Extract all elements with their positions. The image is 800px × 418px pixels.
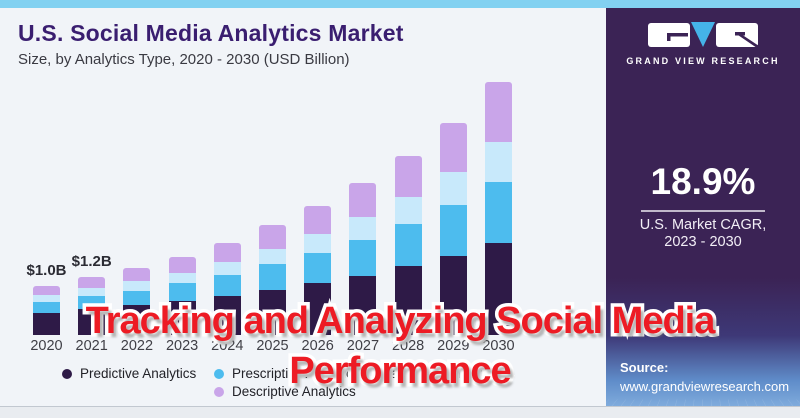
bar-segment	[33, 295, 60, 303]
bar-segment	[213, 242, 241, 262]
bar-segment	[394, 196, 422, 224]
bar-2023	[168, 257, 196, 335]
bar-segment	[349, 217, 377, 240]
bar-segment	[439, 204, 467, 257]
bar-segment	[484, 243, 512, 335]
legend-label: Predictive Analytics	[80, 366, 197, 381]
bar-2026	[304, 205, 332, 335]
bar-value-label-2021: $1.2B	[71, 252, 112, 270]
source-url-link[interactable]: www.grandviewresearch.com	[620, 379, 790, 394]
x-tick-2023: 2023	[165, 338, 199, 354]
bar-segment	[33, 286, 60, 296]
x-tick-2024: 2024	[211, 338, 244, 354]
bar-segment	[349, 239, 377, 276]
bar-segment	[33, 302, 60, 314]
bar-segment	[439, 256, 467, 335]
bar-segment	[78, 308, 106, 335]
legend-item-descriptive: Descriptive Analytics	[214, 384, 356, 399]
legend-dot-prescriptive-icon	[214, 368, 224, 379]
chart-title: U.S. Social Media Analytics Market	[18, 20, 404, 46]
bar-segment	[123, 290, 151, 306]
bar-segment	[168, 283, 196, 301]
legend-label: Descriptive Analytics	[232, 384, 356, 399]
x-tick-2028: 2028	[391, 338, 425, 354]
bar-segment	[33, 313, 60, 335]
chart-panel: U.S. Social Media Analytics Market Size,…	[0, 8, 606, 406]
bar-segment	[394, 223, 422, 267]
bar-2027	[349, 183, 377, 335]
bar-segment	[213, 295, 241, 335]
bar-segment	[258, 289, 286, 335]
top-accent-bar	[0, 0, 800, 8]
bar-segment	[213, 274, 241, 296]
bar-2022	[123, 268, 151, 335]
bar-2028	[394, 155, 422, 335]
x-tick-2029: 2029	[437, 338, 470, 354]
bar-segment	[484, 182, 512, 244]
bar-segment	[304, 252, 332, 283]
x-tick-2021: 2021	[75, 338, 108, 354]
bar-segment	[123, 305, 151, 335]
cagr-label-line1: U.S. Market CAGR,	[639, 217, 767, 233]
bar-2025	[258, 225, 286, 335]
bar-segment	[78, 287, 106, 297]
brand-name: GRAND VIEW RESEARCH	[626, 56, 780, 66]
bar-segment	[123, 281, 151, 291]
bar-segment	[168, 257, 196, 273]
bar-segment	[123, 268, 151, 282]
bar-segment	[439, 123, 467, 173]
bar-segment	[394, 155, 422, 197]
bar-segment	[258, 248, 286, 265]
bar-2029	[439, 123, 467, 335]
source-label: Source:	[620, 360, 669, 375]
x-tick-2020: 2020	[30, 338, 63, 354]
bar-segment	[349, 275, 377, 335]
legend-item-prescriptive: Prescriptive Analytics	[214, 366, 360, 381]
bar-2030	[484, 81, 512, 335]
bar-2021	[78, 276, 106, 335]
bar-segment	[484, 81, 512, 143]
bar-value-label-2020: $1.0B	[26, 262, 67, 280]
legend-dot-diagnostic-icon	[360, 368, 370, 379]
bar-2024	[213, 242, 241, 335]
x-tick-2025: 2025	[256, 338, 289, 354]
brand-panel: GRAND VIEW RESEARCH 18.9% U.S. Market CA…	[606, 8, 800, 406]
gvr-logo-icon	[606, 20, 800, 55]
x-tick-2027: 2027	[346, 338, 380, 354]
legend-label: Prescriptive Analytics	[232, 366, 360, 381]
wireframe-floor	[606, 278, 800, 406]
bar-segment	[78, 296, 106, 309]
bar-segment	[394, 266, 422, 335]
bar-segment	[168, 272, 196, 284]
bar-segment	[304, 205, 332, 235]
legend-dot-predictive-icon	[62, 368, 72, 379]
cagr-label-line2: 2023 - 2030	[664, 234, 742, 250]
bar-segment	[439, 172, 467, 205]
stat-divider	[641, 210, 765, 212]
legend-item-diagnostic: Diagnostic Analytics	[360, 366, 498, 381]
bar-segment	[304, 234, 332, 253]
bar-segment	[213, 261, 241, 275]
bar-segment	[304, 282, 332, 335]
bottom-strip	[0, 406, 800, 418]
bar-segment	[78, 276, 106, 288]
bar-segment	[349, 183, 377, 218]
x-tick-2022: 2022	[120, 338, 154, 354]
bar-segment	[168, 300, 196, 335]
bar-segment	[484, 142, 512, 183]
stacked-bar-chart	[33, 81, 573, 335]
bar-segment	[258, 225, 286, 249]
x-tick-2030: 2030	[482, 338, 515, 354]
bar-2020	[33, 286, 60, 335]
cagr-value: 18.9%	[650, 161, 756, 202]
legend-dot-descriptive-icon	[214, 386, 224, 397]
legend-label: Diagnostic Analytics	[378, 366, 499, 381]
legend-item-predictive: Predictive Analytics	[62, 366, 196, 381]
bar-segment	[258, 264, 286, 290]
chart-subtitle: Size, by Analytics Type, 2020 - 2030 (US…	[18, 51, 350, 68]
source-block: Source: www.grandviewresearch.com	[620, 360, 789, 396]
x-tick-2026: 2026	[301, 338, 334, 354]
